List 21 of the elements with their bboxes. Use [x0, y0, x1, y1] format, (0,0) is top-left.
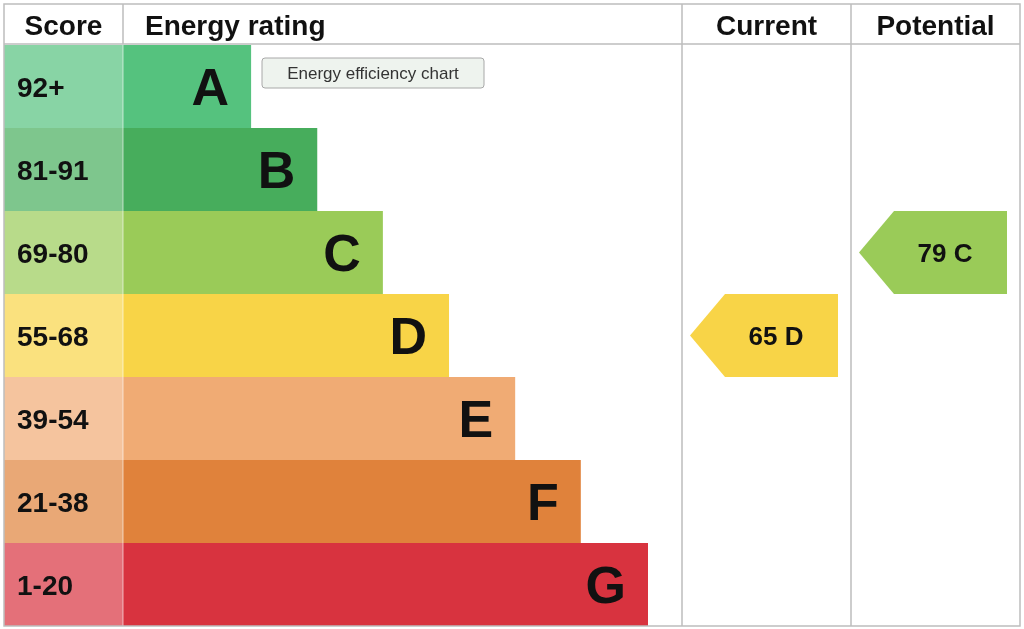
x-axis-title: Energy rating: [145, 10, 326, 41]
text: 55-68: [17, 320, 89, 352]
y-tick-label: B: [257, 140, 296, 199]
text: Potential: [876, 10, 995, 41]
y-tick-label: F: [527, 472, 559, 531]
text: 69-80: [17, 237, 89, 269]
rating-arrow: 79 C: [859, 211, 1007, 294]
y-tick-label: G: [585, 555, 626, 614]
y-axis-title: Score: [24, 10, 103, 41]
text: 81-91: [17, 154, 89, 186]
y-tick-label: E: [458, 389, 494, 448]
y-tick-label: A: [191, 57, 230, 116]
y-tick-label: C: [323, 223, 361, 282]
annotation: Energy efficiency chart: [287, 64, 460, 83]
text: 21-38: [17, 486, 89, 518]
text: Current: [715, 10, 818, 41]
text: 39-54: [17, 403, 90, 435]
rating-arrow: 65 D: [690, 294, 838, 377]
text: 1-20: [17, 569, 74, 601]
text: 92+: [17, 71, 65, 103]
y-tick-label: D: [389, 306, 428, 365]
